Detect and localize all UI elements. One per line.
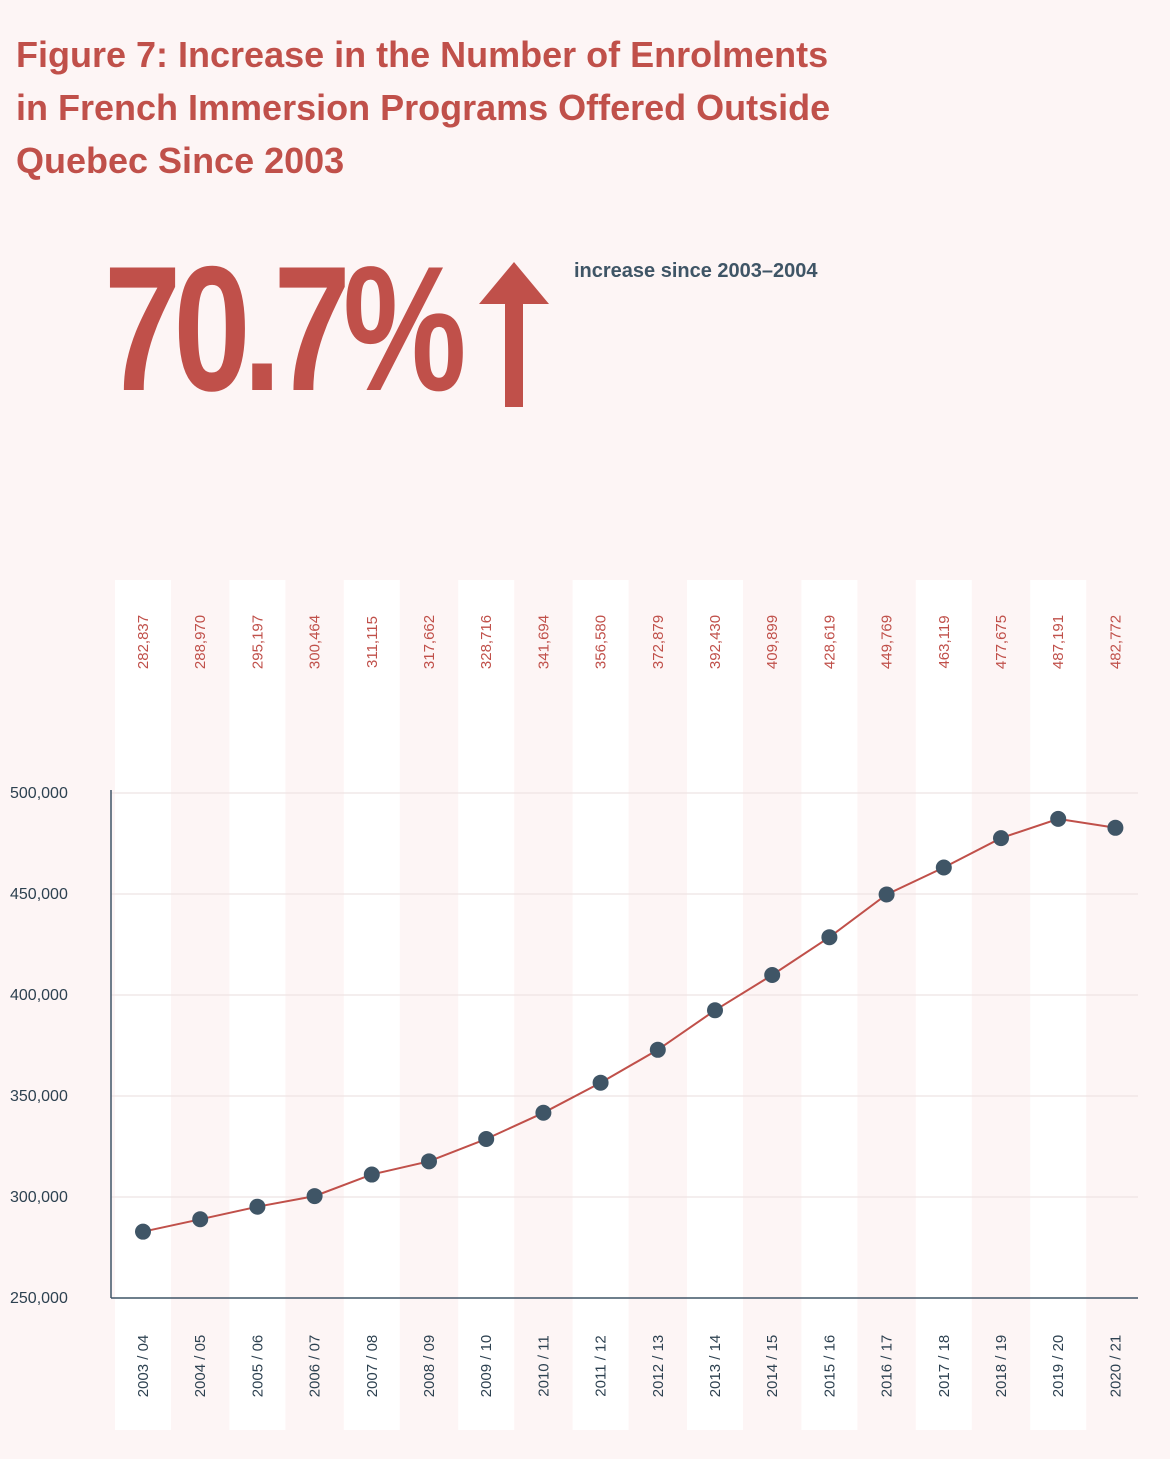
- x-tick-label: 2015 / 16: [821, 1335, 838, 1398]
- gridlines: [111, 792, 1138, 1198]
- x-tick-label: 2012 / 13: [650, 1335, 667, 1398]
- data-point: [421, 1153, 437, 1170]
- y-tick-label: 400,000: [10, 987, 68, 1004]
- increase-caption: increase since 2003–2004: [574, 260, 818, 282]
- chart-title-line-1: Figure 7: Increase in the Number of Enro…: [16, 34, 829, 75]
- column-band: [1030, 580, 1087, 1430]
- x-tick-label: 2007 / 08: [364, 1335, 381, 1398]
- data-point: [249, 1198, 266, 1215]
- column-band: [915, 580, 972, 1430]
- y-tick-label: 450,000: [10, 886, 68, 903]
- data-point: [993, 830, 1009, 847]
- chart-title: Figure 7: Increase in the Number of Enro…: [16, 28, 1016, 187]
- increase-percentage: 70.7%: [104, 229, 466, 428]
- data-point: [1107, 819, 1124, 836]
- x-tick-label: 2014 / 15: [764, 1335, 781, 1398]
- value-label: 356,580: [593, 615, 610, 669]
- y-tick-label: 350,000: [10, 1088, 68, 1105]
- value-label: 288,970: [192, 615, 209, 669]
- data-point: [935, 859, 952, 876]
- data-point: [592, 1074, 609, 1091]
- data-point: [535, 1104, 552, 1121]
- data-point: [707, 1002, 723, 1019]
- column-band: [229, 580, 286, 1430]
- value-label: 311,115: [364, 616, 381, 668]
- value-label: 295,197: [249, 615, 266, 669]
- x-tick-label: 2008 / 09: [421, 1335, 438, 1398]
- value-label: 487,191: [1050, 615, 1067, 669]
- x-tick-label: 2011 / 12: [593, 1335, 610, 1396]
- column-band: [458, 580, 515, 1430]
- data-point: [764, 967, 781, 984]
- value-label: 317,662: [421, 615, 438, 669]
- column-bands: [115, 580, 1087, 1430]
- data-point: [135, 1223, 151, 1240]
- chart-title-line-3: Quebec Since 2003: [16, 140, 345, 181]
- value-label: 372,879: [650, 615, 667, 669]
- x-tick-label: 2013 / 14: [707, 1335, 724, 1398]
- data-point: [478, 1130, 495, 1147]
- data-point: [363, 1166, 380, 1183]
- x-tick-label: 2003 / 04: [135, 1335, 152, 1398]
- data-point: [821, 929, 838, 946]
- x-tick-label: 2006 / 07: [307, 1335, 324, 1398]
- value-label: 428,619: [821, 615, 838, 669]
- x-tick-label: 2010 / 11: [535, 1335, 552, 1396]
- x-tick-label: 2004 / 05: [192, 1335, 209, 1398]
- x-tick-label: 2018 / 19: [993, 1335, 1010, 1398]
- y-tick-label: 250,000: [10, 1290, 68, 1307]
- x-axis-labels: 2003 / 04 2004 / 05 2005 / 06 2006 / 07 2007…: [135, 1335, 1124, 1398]
- x-tick-label: 2019 / 20: [1050, 1335, 1067, 1398]
- column-band: [572, 580, 629, 1430]
- arrow-up-icon: [479, 262, 549, 407]
- x-tick-label: 2016 / 17: [879, 1335, 896, 1398]
- column-band: [115, 580, 171, 1430]
- y-tick-label: 300,000: [10, 1189, 68, 1206]
- value-label: 477,675: [993, 615, 1010, 669]
- value-label: 282,837: [135, 615, 152, 669]
- value-label: 449,769: [879, 615, 896, 669]
- data-point: [1050, 810, 1067, 827]
- value-label: 463,119: [936, 615, 953, 668]
- chart-title-line-2: in French Immersion Programs Offered Out…: [16, 87, 831, 128]
- column-band: [343, 580, 400, 1430]
- x-tick-label: 2020 / 21: [1107, 1335, 1124, 1398]
- x-tick-label: 2017 / 18: [936, 1335, 953, 1398]
- data-points: [135, 810, 1124, 1240]
- data-point: [306, 1188, 323, 1205]
- value-label: 392,430: [707, 615, 724, 669]
- value-label: 409,899: [764, 615, 781, 669]
- x-tick-label: 2005 / 06: [249, 1335, 266, 1398]
- value-labels: 282,837 288,970 295,197 300,464 311,115 317,6…: [135, 615, 1124, 669]
- x-tick-label: 2009 / 10: [478, 1335, 495, 1398]
- series-line: [142, 817, 1116, 1233]
- data-point: [192, 1211, 209, 1228]
- column-band: [801, 580, 858, 1430]
- value-label: 482,772: [1107, 615, 1124, 669]
- value-label: 300,464: [307, 615, 324, 669]
- value-label: 328,716: [478, 615, 495, 669]
- value-label: 341,694: [535, 615, 552, 669]
- data-point: [649, 1041, 666, 1058]
- y-tick-label: 500,000: [10, 785, 68, 802]
- data-point: [878, 886, 895, 903]
- y-axis-ticks: 250,000 300,000 350,000 400,000 450,000 500,0…: [10, 785, 68, 1307]
